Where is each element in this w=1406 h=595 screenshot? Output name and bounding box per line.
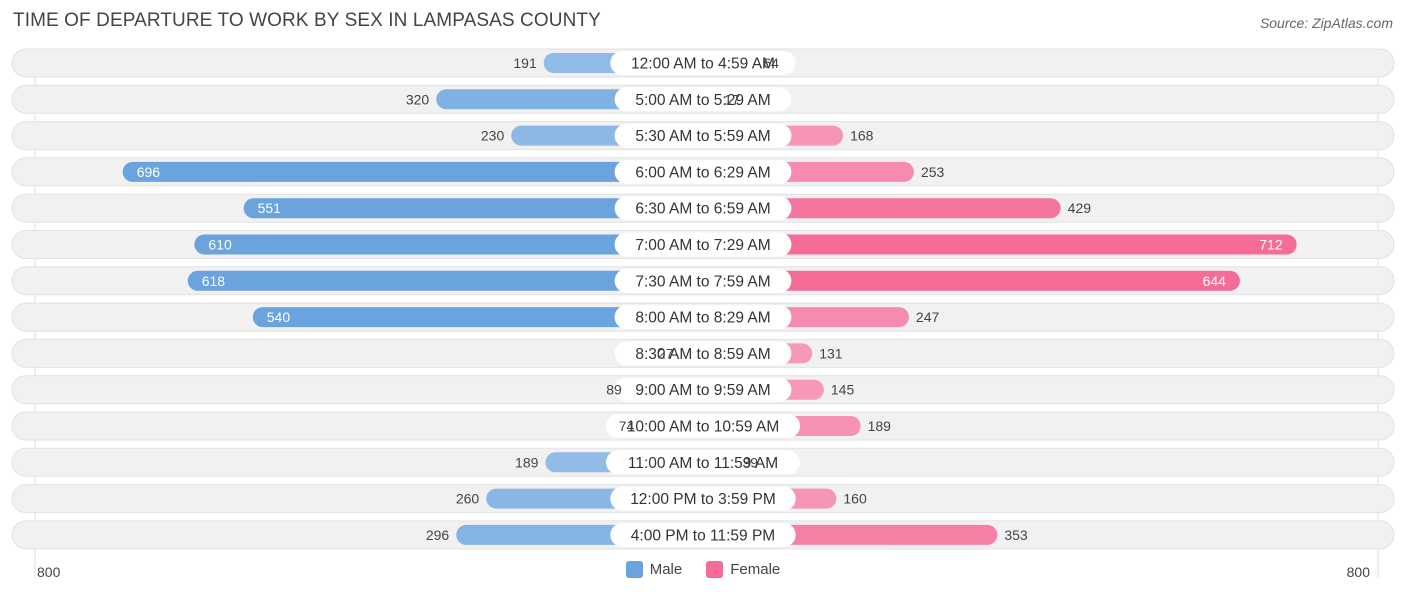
value-label-male: 540 <box>267 309 291 325</box>
category-pill <box>614 159 792 184</box>
legend-swatch-female <box>706 561 724 578</box>
value-label-male: 610 <box>208 237 232 253</box>
category-label: 8:00 AM to 8:29 AM <box>635 310 770 327</box>
value-label-female: 168 <box>850 128 874 144</box>
category-pill <box>614 123 792 148</box>
category-pill <box>614 341 792 366</box>
value-label-female: 160 <box>843 491 867 507</box>
legend-item-female[interactable]: Female <box>706 561 780 578</box>
chart-row: 5:30 AM to 5:59 AM 230 168 <box>11 121 1395 151</box>
legend-label-female: Female <box>730 561 781 578</box>
category-label: 6:30 AM to 6:59 AM <box>635 201 770 218</box>
value-label-female: 644 <box>1203 273 1227 289</box>
category-label: 4:00 PM to 11:59 PM <box>631 527 775 544</box>
chart-row: 9:00 AM to 9:59 AM 89 145 <box>11 375 1395 405</box>
chart-row: 7:00 AM to 7:29 AM 610 712 <box>11 230 1395 259</box>
value-label-female: 145 <box>831 382 855 398</box>
category-pill <box>614 377 792 402</box>
value-label-male: 260 <box>456 491 480 507</box>
value-label-male: 551 <box>258 200 282 216</box>
value-label-male: 320 <box>406 91 430 107</box>
axis-label-right: 800 <box>1347 564 1371 580</box>
value-label-female: 39 <box>743 454 759 470</box>
chart-row: 6:30 AM to 6:59 AM 551 429 <box>11 193 1395 223</box>
bar-female <box>703 270 1240 291</box>
value-label-male: 296 <box>426 527 450 543</box>
value-label-female: 429 <box>1068 200 1092 216</box>
bar-male <box>243 198 703 219</box>
value-label-male: 618 <box>202 273 226 289</box>
category-pill <box>614 87 792 112</box>
legend-item-male[interactable]: Male <box>625 561 683 578</box>
value-label-male: 696 <box>137 164 161 180</box>
value-label-male: 89 <box>606 382 622 398</box>
chart-source: Source: ZipAtlas.com <box>1259 15 1393 31</box>
chart-row: 8:00 AM to 8:29 AM 540 247 <box>11 302 1395 332</box>
value-label-male: 230 <box>481 128 505 144</box>
category-pill <box>610 522 796 547</box>
category-label: 12:00 PM to 3:59 PM <box>630 491 776 508</box>
bar-male <box>194 234 703 255</box>
chart-row: 6:00 AM to 6:29 AM 696 253 <box>11 157 1395 187</box>
legend-swatch-male <box>625 561 643 578</box>
category-pill <box>614 196 792 221</box>
chart-legend: Male Female <box>0 561 1406 578</box>
chart-row: 12:00 PM to 3:59 PM 260 160 <box>11 484 1395 514</box>
category-label: 11:00 AM to 11:59 AM <box>628 455 778 472</box>
value-label-female: 712 <box>1259 237 1283 253</box>
value-label-female: 247 <box>916 309 940 325</box>
value-label-female: 131 <box>819 345 843 361</box>
value-label-male: 27 <box>658 345 674 361</box>
category-label: 6:00 AM to 6:29 AM <box>635 164 770 181</box>
category-label: 5:30 AM to 5:59 AM <box>635 128 770 145</box>
value-label-female: 64 <box>763 55 779 71</box>
category-pill <box>614 232 792 257</box>
value-label-female: 253 <box>921 164 945 180</box>
chart-row: 5:00 AM to 5:29 AM 320 17 <box>11 84 1395 114</box>
value-label-male: 189 <box>515 454 539 470</box>
chart-row: 11:00 AM to 11:59 AM 189 39 <box>11 447 1395 477</box>
category-pill <box>610 486 796 511</box>
chart-title: TIME OF DEPARTURE TO WORK BY SEX IN LAMP… <box>13 10 601 31</box>
bar-female <box>703 234 1297 255</box>
category-pill <box>614 305 792 330</box>
value-label-male: 74 <box>619 418 635 434</box>
bar-male <box>187 270 703 291</box>
category-label: 8:30 AM to 8:59 AM <box>635 346 770 363</box>
chart-row: 4:00 PM to 11:59 PM 296 353 <box>11 520 1395 550</box>
category-label: 5:00 AM to 5:29 AM <box>635 92 770 109</box>
bar-male <box>122 161 703 182</box>
category-pill <box>610 51 796 75</box>
bar-male <box>252 307 703 328</box>
value-label-male: 191 <box>513 55 537 71</box>
axis-label-left: 800 <box>37 564 61 580</box>
legend-label-male: Male <box>649 561 683 578</box>
category-label: 12:00 AM to 4:59 AM <box>631 56 775 73</box>
chart-row: 7:30 AM to 7:59 AM 618 644 <box>11 266 1395 296</box>
category-label: 7:30 AM to 7:59 AM <box>635 273 770 290</box>
category-label: 9:00 AM to 9:59 AM <box>635 382 770 399</box>
category-pill <box>606 450 800 475</box>
category-label: 10:00 AM to 10:59 AM <box>627 419 780 436</box>
value-label-female: 353 <box>1004 527 1028 543</box>
value-label-female: 189 <box>868 418 892 434</box>
value-label-female: 17 <box>724 91 740 107</box>
chart-row: 12:00 AM to 4:59 AM 191 64 <box>11 48 1395 78</box>
category-pill <box>606 414 800 438</box>
category-pill <box>614 268 792 293</box>
category-label: 7:00 AM to 7:29 AM <box>635 237 770 254</box>
bar-female <box>703 198 1061 219</box>
